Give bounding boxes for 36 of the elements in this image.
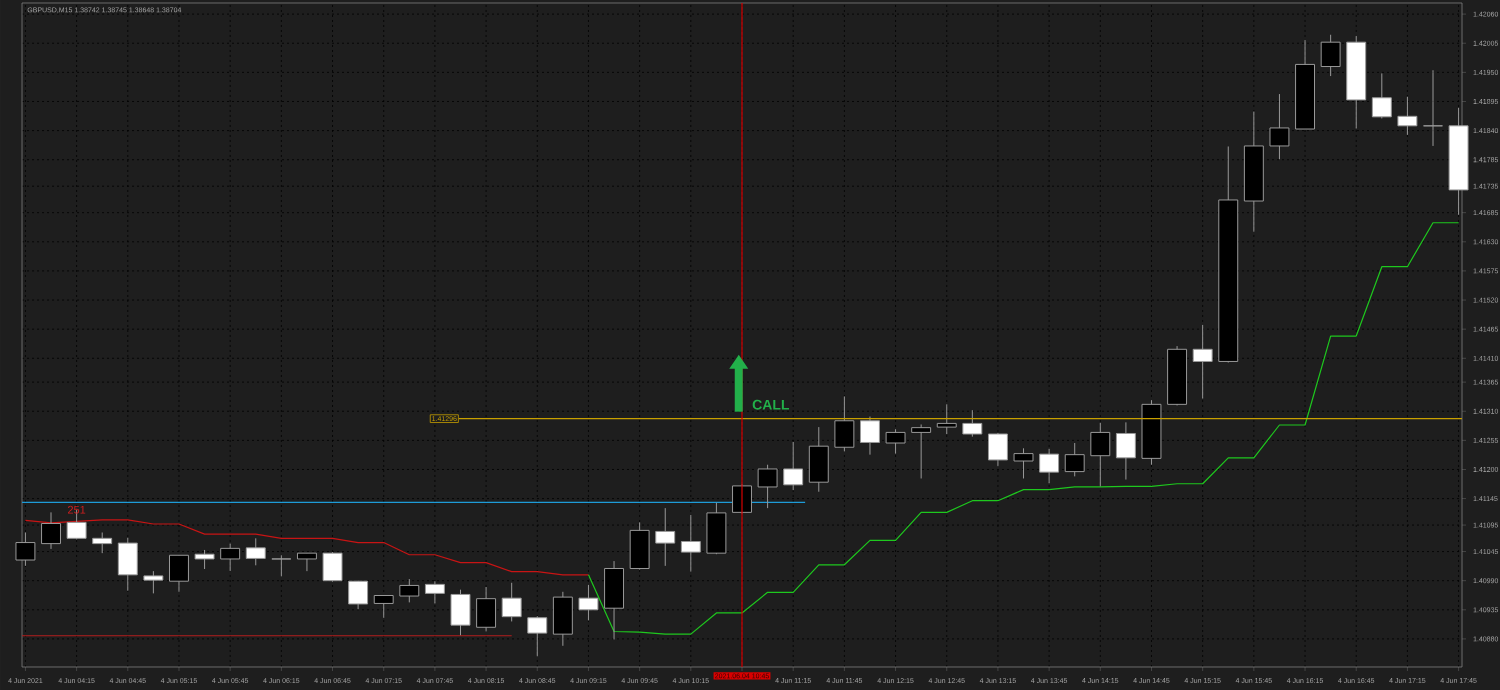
- candlestick: [424, 580, 445, 604]
- candlestick: [1371, 72, 1392, 119]
- candlestick: [1423, 69, 1443, 147]
- candlestick: [1013, 447, 1034, 479]
- candlestick: [143, 570, 164, 594]
- candlestick: [296, 552, 317, 572]
- candlestick: [1192, 324, 1213, 400]
- candlestick: [373, 595, 394, 619]
- candlestick: [220, 543, 241, 572]
- candlestick: [527, 615, 548, 657]
- candlestick: [655, 507, 676, 567]
- candlestick: [1397, 96, 1418, 136]
- candlestick: [41, 511, 61, 550]
- candlestick: [92, 531, 113, 554]
- candlestick: [860, 416, 880, 456]
- candlestick: [962, 409, 983, 438]
- candlestick: [1090, 422, 1111, 487]
- candlestick: [1064, 442, 1085, 477]
- candlestick: [783, 441, 804, 491]
- candlestick: [578, 584, 599, 621]
- candlestick: [399, 578, 420, 603]
- candlestick: [1269, 93, 1290, 160]
- candlestick: [936, 403, 957, 435]
- annotation: CALL: [752, 399, 790, 410]
- candlestick: [911, 423, 932, 479]
- candlestick: [885, 428, 906, 455]
- candlestick: [680, 514, 701, 573]
- candlestick: [271, 554, 292, 577]
- candlestick: [757, 464, 778, 509]
- candlestick: [245, 537, 266, 566]
- line-series: [587, 222, 1460, 635]
- candlestick: [1039, 448, 1060, 484]
- candlestick: [194, 549, 215, 570]
- annotation: 251: [68, 505, 86, 514]
- candlestick: [348, 580, 369, 610]
- candlestick: [501, 582, 522, 622]
